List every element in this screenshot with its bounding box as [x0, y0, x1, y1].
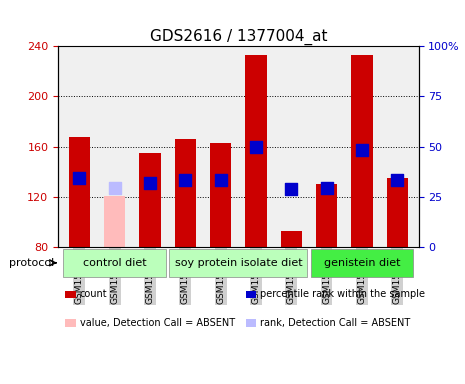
Bar — [65, 291, 76, 298]
FancyBboxPatch shape — [63, 248, 166, 277]
Text: count: count — [80, 290, 107, 300]
Text: GSM158587: GSM158587 — [358, 249, 366, 304]
Text: GSM158586: GSM158586 — [322, 249, 331, 304]
Bar — [352, 55, 372, 247]
Text: GSM158588: GSM158588 — [393, 249, 402, 304]
Text: GSM158584: GSM158584 — [252, 249, 260, 304]
Text: GSM158581: GSM158581 — [146, 249, 154, 304]
Bar — [104, 195, 125, 247]
FancyBboxPatch shape — [169, 248, 307, 277]
Text: soy protein isolate diet: soy protein isolate diet — [174, 258, 302, 268]
Point — [323, 185, 330, 191]
Text: GSM158585: GSM158585 — [287, 249, 296, 304]
Text: percentile rank within the sample: percentile rank within the sample — [260, 290, 425, 300]
Text: rank, Detection Call = ABSENT: rank, Detection Call = ABSENT — [260, 318, 410, 328]
Bar — [387, 178, 408, 247]
Text: GSM158583: GSM158583 — [216, 249, 225, 304]
Bar — [210, 143, 231, 247]
Point — [287, 186, 295, 192]
Text: value, Detection Call = ABSENT: value, Detection Call = ABSENT — [80, 318, 235, 328]
Point — [217, 177, 225, 184]
Text: GSM158582: GSM158582 — [181, 249, 190, 304]
Text: GSM158579: GSM158579 — [75, 249, 84, 304]
FancyBboxPatch shape — [311, 248, 413, 277]
Text: protocol: protocol — [9, 258, 54, 268]
Point — [182, 177, 189, 184]
Point — [358, 147, 365, 153]
Bar — [246, 291, 256, 298]
Title: GDS2616 / 1377004_at: GDS2616 / 1377004_at — [150, 28, 327, 45]
Bar — [175, 139, 196, 247]
Bar — [246, 55, 266, 247]
Text: control diet: control diet — [83, 258, 146, 268]
Bar — [65, 319, 76, 327]
Bar — [69, 136, 90, 247]
Point — [252, 144, 259, 150]
Bar — [316, 184, 337, 247]
Point — [111, 185, 119, 191]
Point — [146, 180, 154, 186]
Text: GSM158580: GSM158580 — [110, 249, 119, 304]
Bar — [140, 153, 160, 247]
Bar — [246, 319, 256, 327]
Bar — [281, 231, 302, 247]
Point — [393, 177, 401, 184]
Text: genistein diet: genistein diet — [324, 258, 400, 268]
Point — [76, 175, 83, 181]
